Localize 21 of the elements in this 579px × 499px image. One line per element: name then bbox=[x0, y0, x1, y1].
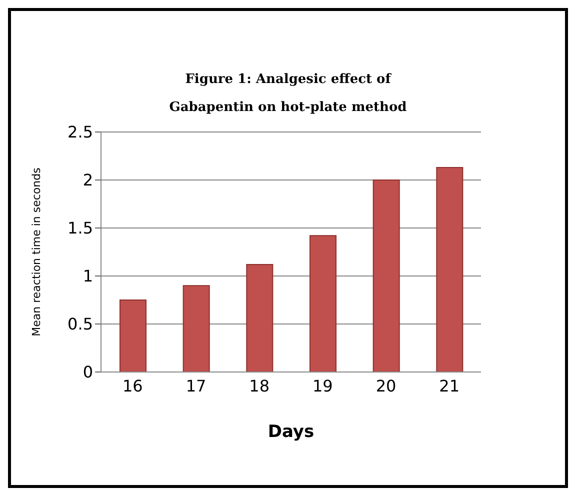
y-tick-label: 1 bbox=[82, 266, 93, 286]
x-axis-title: Days bbox=[268, 422, 314, 442]
x-tick-label: 19 bbox=[312, 376, 333, 396]
y-tick-label: 1.5 bbox=[68, 218, 93, 238]
y-tick-label: 2.5 bbox=[68, 122, 93, 142]
y-tick-label: 0 bbox=[82, 362, 93, 382]
y-tick-label: 0.5 bbox=[68, 314, 93, 334]
bar bbox=[436, 167, 464, 372]
y-axis-title: Mean reaction time in seconds bbox=[30, 167, 43, 336]
x-tick-label: 20 bbox=[376, 376, 396, 396]
x-tick-label: 17 bbox=[186, 376, 206, 396]
chart-title: Figure 1: Analgesic effect of Gabapentin on hot-plate method bbox=[168, 71, 408, 117]
y-tick-label: 2 bbox=[82, 170, 93, 190]
x-tick-label: 21 bbox=[439, 376, 460, 396]
bar bbox=[120, 300, 146, 372]
bar bbox=[182, 285, 210, 372]
bar bbox=[310, 235, 336, 372]
x-tick-label: 16 bbox=[122, 376, 143, 396]
bar bbox=[246, 264, 274, 372]
x-tick-label: 18 bbox=[249, 376, 270, 396]
bar bbox=[372, 180, 400, 372]
